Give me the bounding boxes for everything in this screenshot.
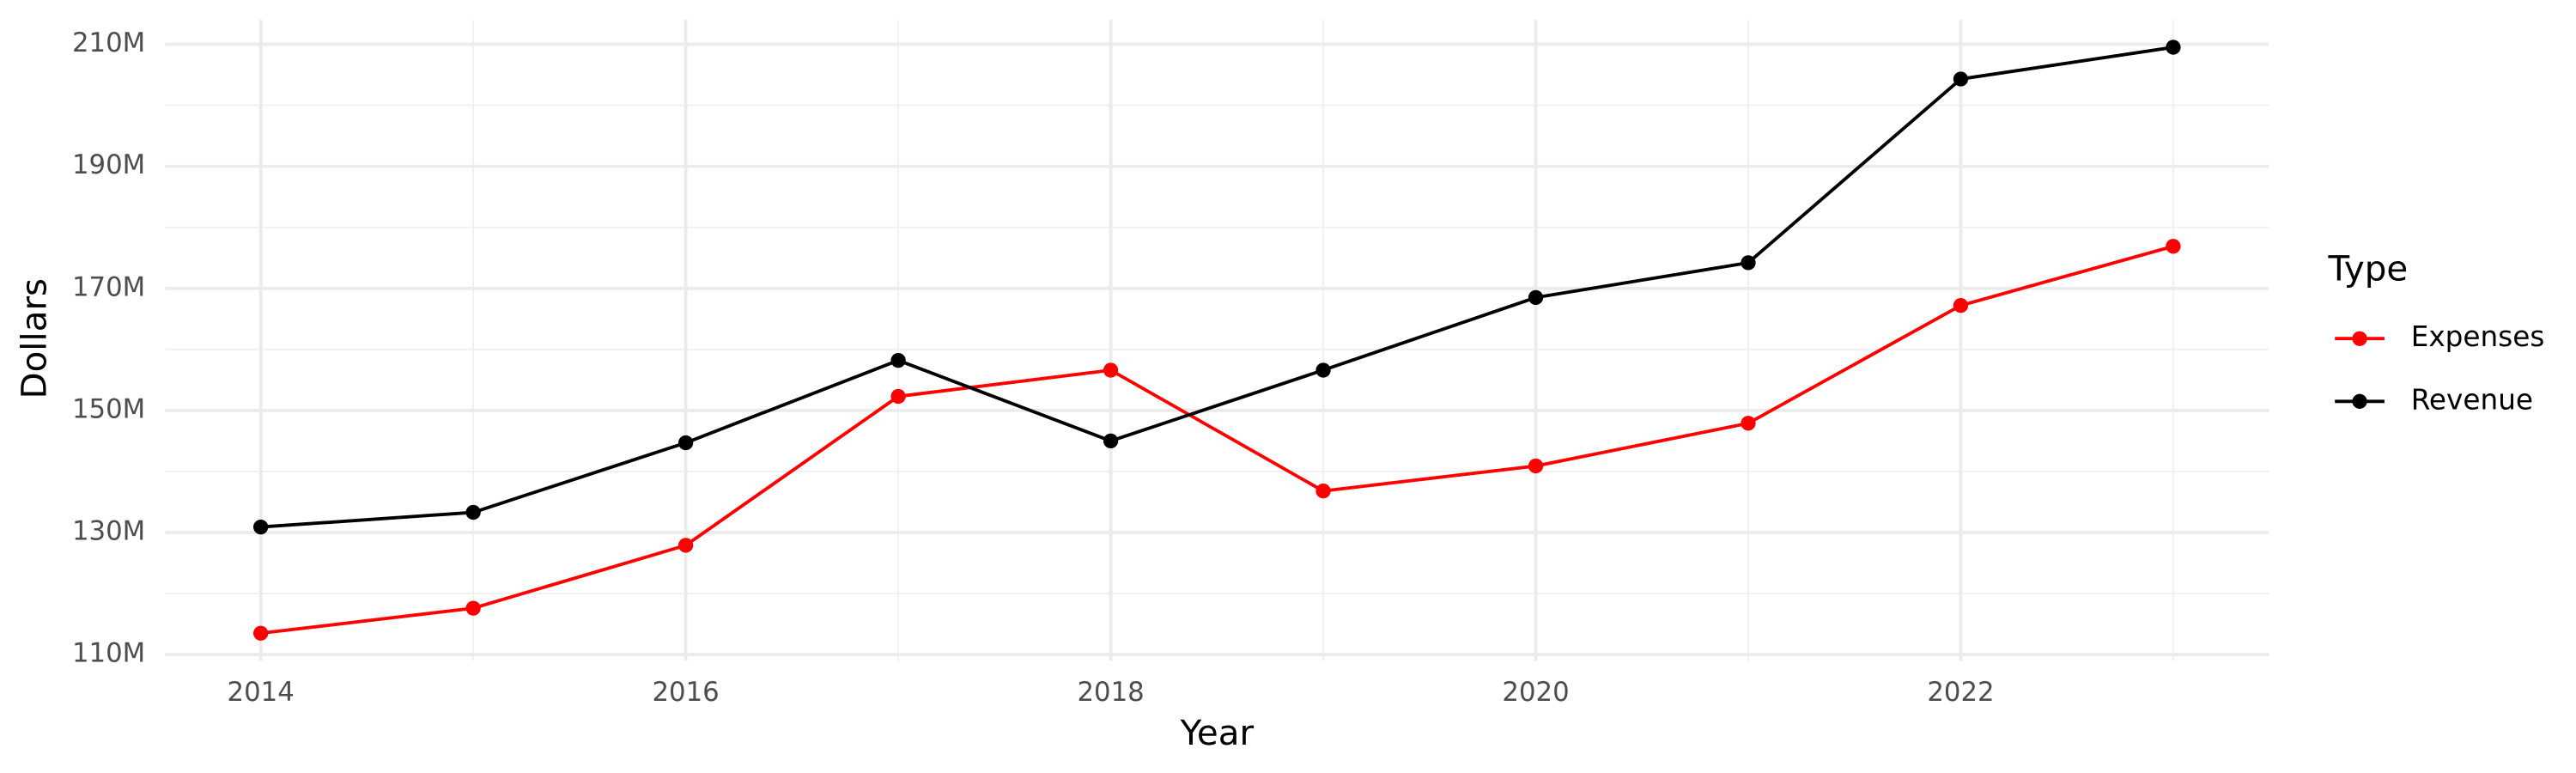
x-tick-label: 2020: [1502, 677, 1569, 708]
data-point: [465, 600, 481, 616]
data-point: [890, 388, 906, 405]
data-point: [677, 435, 694, 451]
x-tick-label: 2014: [228, 677, 295, 708]
data-point: [465, 504, 481, 520]
data-point: [2166, 239, 2181, 254]
legend-key-point: [2352, 331, 2367, 346]
x-axis-title: Year: [1180, 713, 1255, 753]
data-point: [1741, 416, 1756, 431]
y-tick-label: 170M: [72, 271, 145, 302]
data-point: [890, 352, 906, 368]
legend-title: Type: [2328, 248, 2409, 289]
x-tick-label: 2016: [652, 677, 719, 708]
data-point: [1528, 289, 1544, 306]
data-point: [677, 538, 694, 553]
data-point: [1103, 433, 1119, 449]
series-line: [260, 244, 2174, 636]
x-tick-label: 2022: [1927, 677, 1994, 708]
y-tick-label: 110M: [72, 638, 145, 669]
y-tick-label: 150M: [72, 393, 145, 424]
grid: [165, 20, 2269, 661]
legend-label: Revenue: [2411, 383, 2533, 416]
x-tick-label: 2018: [1077, 677, 1144, 708]
data-point: [1953, 297, 1969, 313]
data-point: [1315, 362, 1331, 378]
y-axis-title: Dollars: [14, 278, 54, 399]
data-point: [253, 519, 269, 535]
y-tick-label: 210M: [72, 27, 145, 58]
data-point: [2166, 40, 2181, 55]
legend-key-point: [2352, 393, 2367, 409]
data-point: [1528, 458, 1544, 474]
series-line: [260, 46, 2174, 529]
data-point: [1315, 484, 1331, 499]
data-point: [1741, 255, 1756, 271]
data-point: [1103, 362, 1119, 378]
y-tick-label: 130M: [72, 516, 145, 547]
legend-label: Expenses: [2411, 320, 2545, 353]
data-point: [253, 625, 269, 641]
data-point: [1953, 71, 1969, 87]
y-tick-label: 190M: [72, 149, 145, 180]
